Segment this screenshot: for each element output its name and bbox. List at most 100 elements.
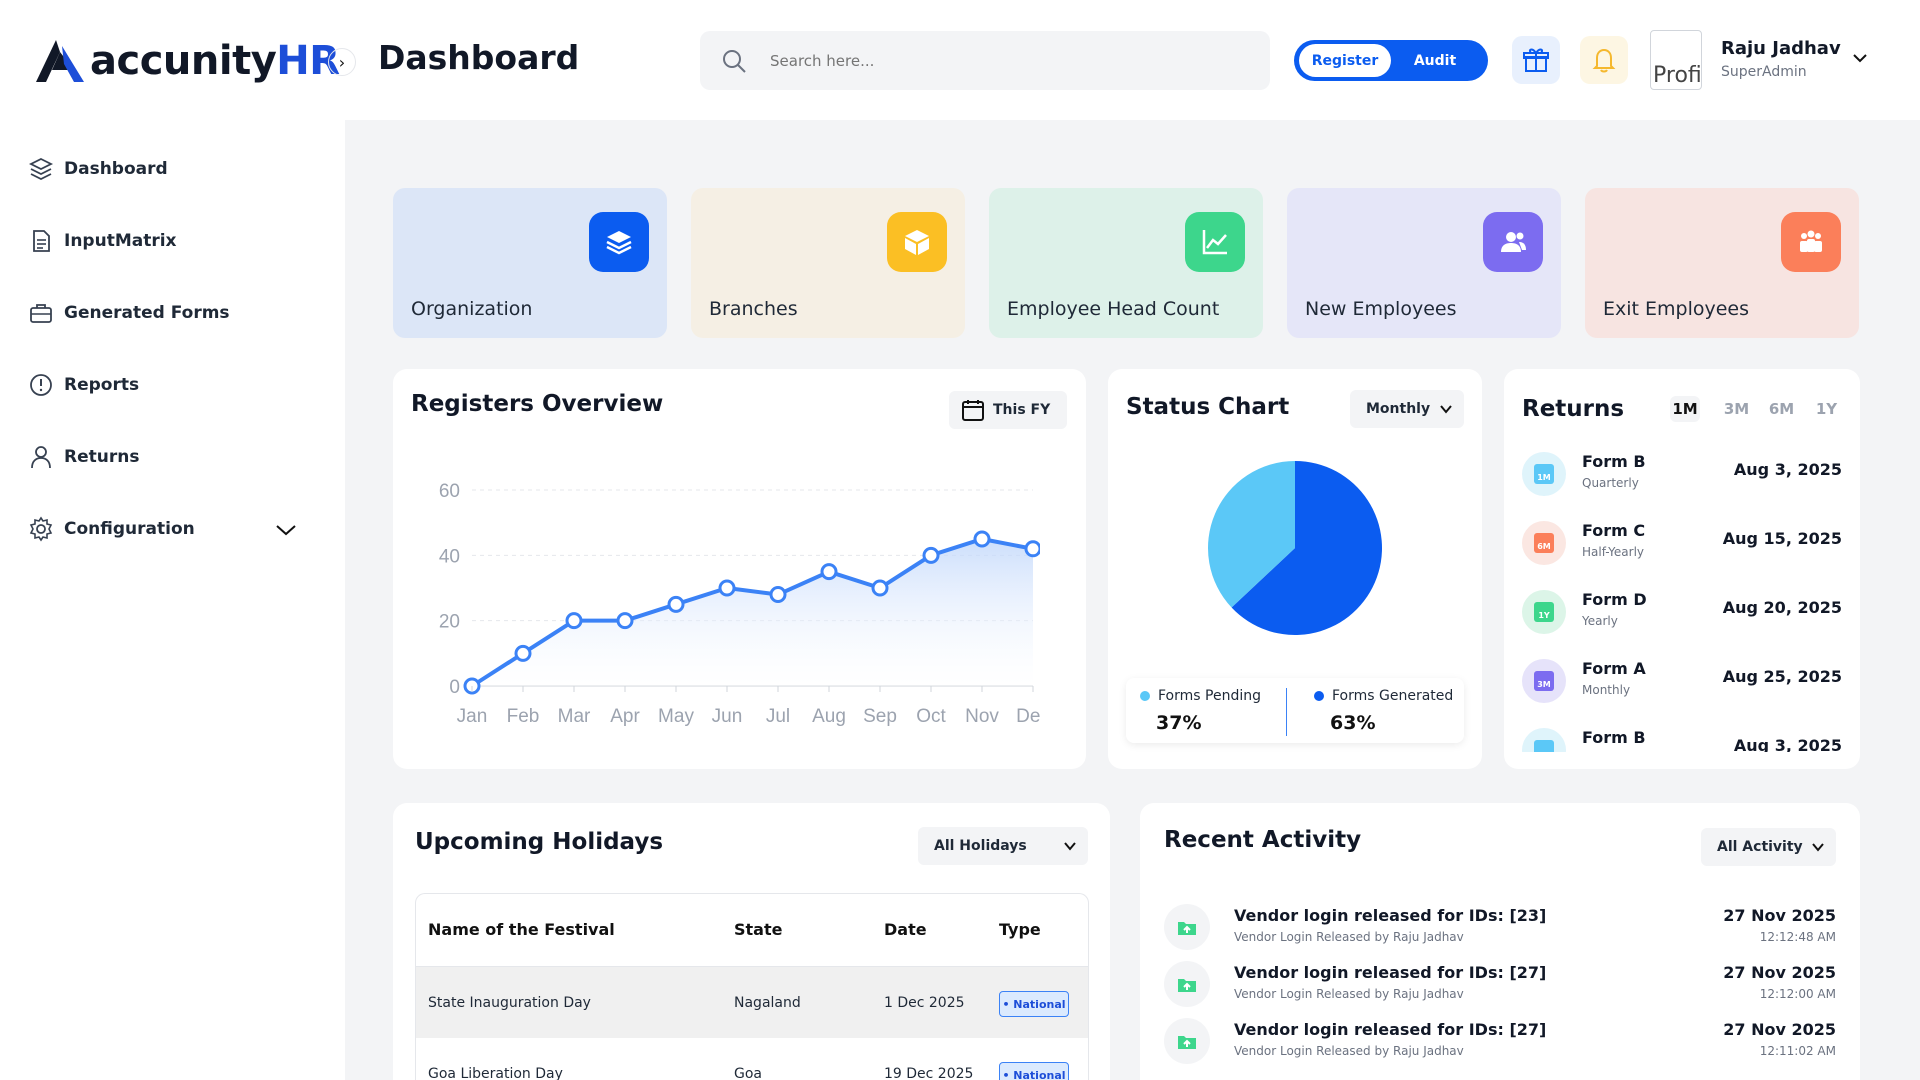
user-icon	[31, 446, 51, 469]
return-tag: 1Y	[1538, 611, 1550, 620]
legend-generated-dot	[1314, 691, 1324, 701]
legend-pending-label: Forms Pending	[1158, 688, 1261, 704]
x-tick-label: Nov	[965, 706, 999, 727]
stat-card-organization[interactable]: Organization	[393, 188, 667, 338]
status-filter-dropdown[interactable]: Monthly	[1350, 390, 1464, 428]
calendar-icon	[1534, 740, 1554, 752]
app-logo[interactable]: accunityHR	[34, 38, 340, 84]
returns-card	[1504, 369, 1860, 769]
list-item[interactable]: 1M Form B Quarterly Aug 3, 2025	[1522, 450, 1842, 500]
stat-card-branches[interactable]: Branches	[691, 188, 965, 338]
x-tick-label: Jan	[457, 706, 488, 727]
data-point[interactable]	[1024, 540, 1040, 558]
sidebar-item-label: Generated Forms	[64, 303, 230, 323]
holidays-filter-dropdown[interactable]: All Holidays	[918, 827, 1088, 865]
activity-icon-wrap	[1164, 1018, 1210, 1064]
y-tick-label: 20	[439, 612, 460, 633]
list-item[interactable]: 1Y Form D Yearly Aug 20, 2025	[1522, 588, 1842, 638]
col-state: State	[734, 920, 783, 939]
team-icon	[1800, 230, 1822, 252]
status-title: Status Chart	[1126, 394, 1290, 420]
data-point[interactable]	[871, 579, 889, 597]
table-row[interactable]: Goa Liberation Day Goa 19 Dec 2025 • Nat…	[416, 1038, 1088, 1080]
x-tick-label: Dec	[1016, 706, 1040, 727]
data-point[interactable]	[667, 595, 685, 613]
data-point[interactable]	[616, 612, 634, 630]
tab-1y[interactable]: 1Y	[1815, 400, 1838, 418]
sidebar: Dashboard InputMatrix Generated Forms Re…	[0, 120, 345, 1080]
stat-card-exit-employees[interactable]: Exit Employees	[1585, 188, 1859, 338]
data-point[interactable]	[922, 546, 940, 564]
gift-button[interactable]	[1512, 36, 1560, 84]
tab-6m[interactable]: 6M	[1768, 400, 1795, 418]
sidebar-item-label: Returns	[64, 447, 140, 467]
data-point[interactable]	[565, 612, 583, 630]
table-row[interactable]: State Inauguration Day Nagaland 1 Dec 20…	[416, 966, 1088, 1038]
data-point[interactable]	[514, 644, 532, 662]
registers-filter-button[interactable]: This FY	[949, 391, 1067, 429]
return-date: Aug 25, 2025	[1722, 667, 1842, 686]
activity-title: Recent Activity	[1164, 827, 1362, 853]
chevron-down-icon	[1440, 405, 1452, 414]
activity-filter-dropdown[interactable]: All Activity	[1701, 828, 1836, 866]
sidebar-item-inputmatrix[interactable]: InputMatrix	[28, 228, 177, 254]
sidebar-item-configuration[interactable]: Configuration	[28, 516, 195, 542]
table-header: Name of the Festival State Date Type	[416, 894, 1088, 966]
box-icon	[905, 230, 929, 255]
x-tick-label: Oct	[916, 706, 946, 727]
sidebar-item-dashboard[interactable]: Dashboard	[28, 156, 168, 182]
list-item[interactable]: Vendor login released for IDs: [23] Vend…	[1164, 902, 1836, 952]
return-icon-wrap	[1522, 728, 1566, 752]
avatar-alt-text: Profi	[1653, 63, 1702, 88]
list-item[interactable]: Form B Aug 3, 2025	[1522, 726, 1842, 752]
activity-icon-wrap	[1164, 961, 1210, 1007]
avatar[interactable]: Profi	[1650, 30, 1702, 90]
toggle-audit[interactable]: Audit	[1413, 52, 1457, 69]
stat-label: Employee Head Count	[1007, 298, 1220, 320]
pie-slice-forms-pending[interactable]	[1208, 461, 1295, 608]
activity-time: 12:11:02 AM	[1759, 1044, 1836, 1058]
tab-3m[interactable]: 3M	[1723, 400, 1750, 418]
list-item[interactable]: Vendor login released for IDs: [27] Vend…	[1164, 959, 1836, 1009]
registers-title: Registers Overview	[411, 391, 664, 417]
activity-title: Vendor login released for IDs: [27]	[1234, 1020, 1547, 1039]
chevron-down-icon[interactable]	[1850, 48, 1870, 68]
stat-card-employee-head-count[interactable]: Employee Head Count	[989, 188, 1263, 338]
return-name: Form B	[1582, 728, 1646, 747]
return-tag: 6M	[1537, 542, 1551, 551]
notifications-button[interactable]	[1580, 36, 1628, 84]
register-audit-toggle[interactable]: Register Audit	[1294, 40, 1488, 81]
toggle-register[interactable]: Register	[1299, 44, 1391, 77]
search-bar[interactable]	[700, 31, 1270, 90]
x-tick-label: Mar	[558, 706, 591, 727]
sidebar-item-reports[interactable]: Reports	[28, 372, 139, 398]
return-frequency: Quarterly	[1582, 476, 1639, 490]
gear-icon	[29, 516, 53, 542]
chevron-down-icon[interactable]	[274, 520, 298, 540]
data-point[interactable]	[820, 563, 838, 581]
return-frequency: Half-Yearly	[1582, 545, 1645, 559]
data-point[interactable]	[973, 530, 991, 548]
stat-label: Organization	[411, 298, 533, 320]
data-point[interactable]	[769, 586, 787, 604]
tab-1m[interactable]: 1M	[1670, 396, 1700, 422]
gift-icon	[1523, 48, 1549, 72]
series-area	[472, 539, 1033, 686]
activity-filter-label: All Activity	[1717, 839, 1803, 855]
list-item[interactable]: 3M Form A Monthly Aug 25, 2025	[1522, 657, 1842, 707]
activity-subtitle: Vendor Login Released by Raju Jadhav	[1234, 930, 1464, 944]
pie-slice-forms-generated[interactable]	[1231, 461, 1382, 635]
holidays-title: Upcoming Holidays	[415, 829, 664, 855]
stat-card-new-employees[interactable]: New Employees	[1287, 188, 1561, 338]
search-input[interactable]	[770, 51, 1220, 70]
sidebar-item-returns[interactable]: Returns	[28, 444, 139, 470]
data-point[interactable]	[718, 579, 736, 597]
legend-generated: Forms Generated	[1314, 688, 1453, 704]
activity-icon-wrap	[1164, 904, 1210, 950]
breadcrumb-chevron-icon[interactable]: ›	[328, 48, 356, 76]
list-item[interactable]: Vendor login released for IDs: [27] Vend…	[1164, 1016, 1836, 1066]
activity-subtitle: Vendor Login Released by Raju Jadhav	[1234, 987, 1464, 1001]
list-item[interactable]: 6M Form C Half-Yearly Aug 15, 2025	[1522, 519, 1842, 569]
sidebar-item-generated-forms[interactable]: Generated Forms	[28, 300, 230, 326]
x-tick-label: Jun	[712, 706, 743, 727]
